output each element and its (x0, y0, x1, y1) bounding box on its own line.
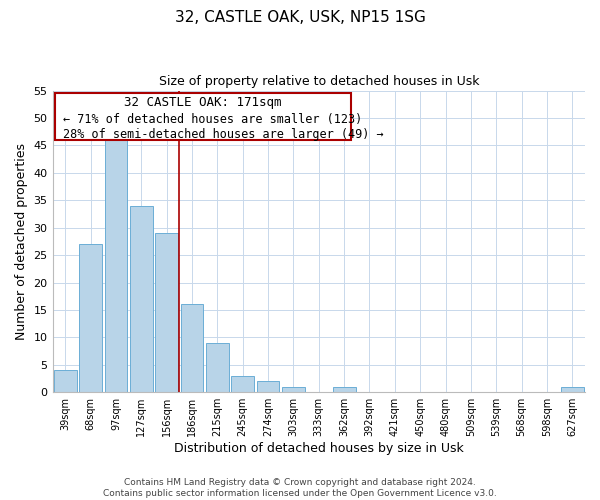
Bar (333, 386, 356, 392)
Text: 32, CASTLE OAK, USK, NP15 1SG: 32, CASTLE OAK, USK, NP15 1SG (175, 10, 425, 25)
Bar (181, 304, 203, 392)
Bar (79, 244, 102, 392)
Title: Size of property relative to detached houses in Usk: Size of property relative to detached ho… (158, 75, 479, 88)
Bar (231, 376, 254, 392)
Text: Contains HM Land Registry data © Crown copyright and database right 2024.
Contai: Contains HM Land Registry data © Crown c… (103, 478, 497, 498)
Bar (206, 343, 229, 392)
Y-axis label: Number of detached properties: Number of detached properties (15, 143, 28, 340)
Bar (257, 381, 280, 392)
FancyBboxPatch shape (55, 94, 351, 140)
Bar (130, 206, 152, 392)
Bar (54, 370, 77, 392)
Text: ← 71% of detached houses are smaller (123): ← 71% of detached houses are smaller (12… (63, 113, 362, 126)
Bar (282, 386, 305, 392)
X-axis label: Distribution of detached houses by size in Usk: Distribution of detached houses by size … (174, 442, 464, 455)
Bar (104, 140, 127, 392)
Text: 32 CASTLE OAK: 171sqm: 32 CASTLE OAK: 171sqm (124, 96, 282, 110)
Text: 28% of semi-detached houses are larger (49) →: 28% of semi-detached houses are larger (… (63, 128, 384, 141)
Bar (155, 233, 178, 392)
Bar (561, 386, 584, 392)
